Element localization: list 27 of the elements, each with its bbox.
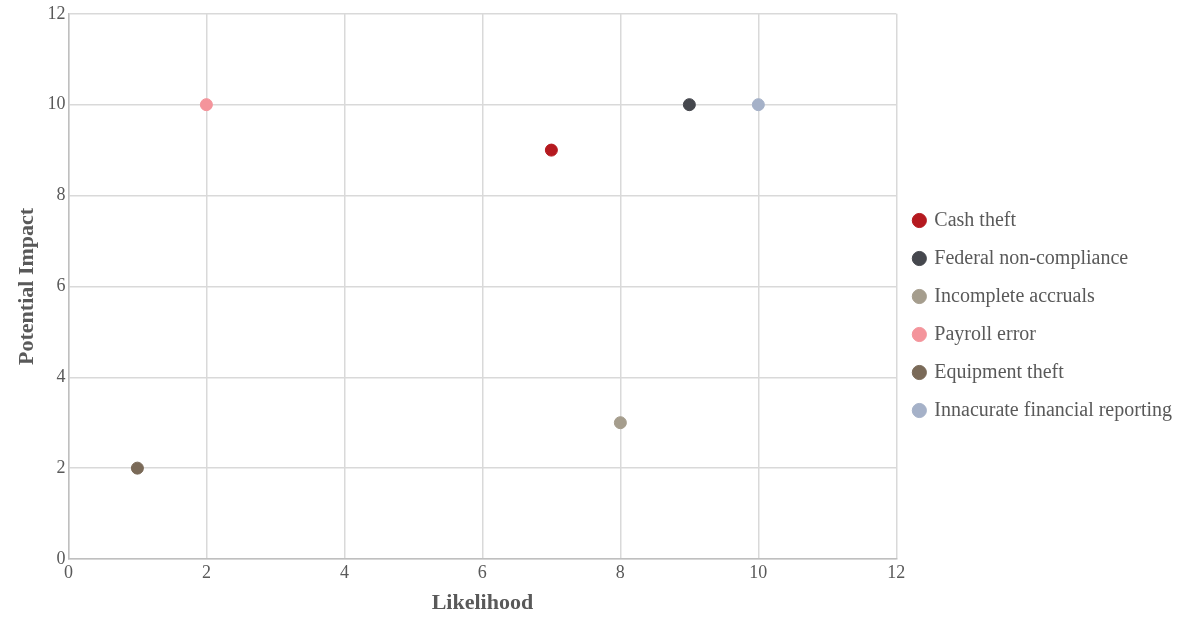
- legend-label: Equipment theft: [934, 359, 1065, 383]
- legend-label: Innacurate financial reporting: [934, 397, 1172, 421]
- point: [751, 98, 765, 112]
- x-tick-label: 12: [887, 561, 906, 582]
- point: [544, 143, 558, 157]
- x-axis-title: Likelihood: [431, 589, 534, 615]
- point: [682, 98, 696, 112]
- y-tick-label: 8: [56, 184, 66, 205]
- legend-label: Payroll error: [934, 321, 1037, 345]
- x-tick-label: 8: [615, 561, 625, 582]
- x-tick-label: 4: [339, 561, 349, 582]
- legend-label: Incomplete accruals: [934, 283, 1096, 307]
- legend-label: Federal non-compliance: [934, 245, 1129, 269]
- y-tick-label: 4: [56, 366, 66, 386]
- legend-label: Cash theft: [934, 207, 1017, 230]
- x-tick-label: 6: [477, 561, 487, 582]
- point: [613, 416, 627, 430]
- y-axis-title: Potential Impact: [12, 207, 38, 365]
- point: [130, 461, 144, 475]
- x-tick-label: 10: [749, 561, 768, 582]
- y-tick-label: 10: [47, 93, 66, 114]
- y-tick-label: 12: [47, 2, 66, 23]
- y-tick-label: 6: [56, 275, 66, 296]
- x-tick-label: 2: [201, 561, 211, 582]
- point: [199, 98, 213, 112]
- y-tick-label: 2: [56, 456, 66, 477]
- y-tick-label: 0: [56, 547, 66, 568]
